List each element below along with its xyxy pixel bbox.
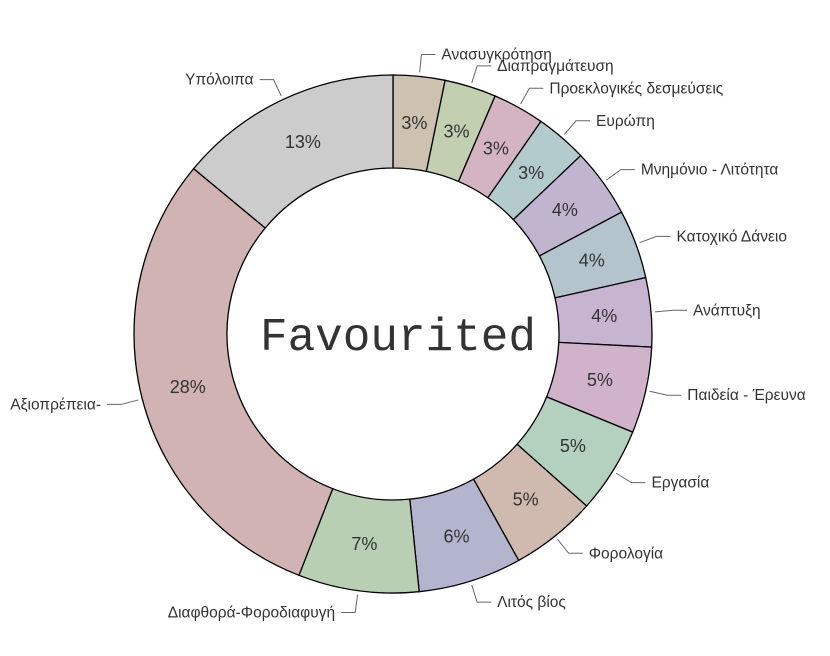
slice-percent-label: 13% [285,132,321,152]
slice-category-label: Διαπραγμάτευση [497,58,614,75]
slice-category-label: Μνημόνιο - Λιτότητα [641,162,779,179]
slice-percent-label: 6% [443,526,469,546]
slice-percent-label: 3% [483,139,509,159]
slice-category-label: Παιδεία - Έρευνα [687,387,805,404]
slice-percent-label: 3% [443,122,469,142]
leader-line [639,235,671,244]
leader-line [649,390,682,396]
slice-category-label: Κατοχικό Δάνειο [677,228,787,245]
slice-category-label: Διαφθορά-Φοροδιαφυγή [168,604,335,621]
leader-line [520,87,544,105]
leader-line [655,309,687,313]
leader-line [605,169,635,181]
leader-line [419,53,436,73]
slice-percent-label: 5% [513,489,539,509]
slice-percent-label: 3% [518,163,544,183]
leader-line [259,79,282,97]
slice-12 [133,167,334,577]
slice-category-label: Ανάπτυξη [693,302,761,319]
slice-category-label: Εργασία [652,475,710,492]
slices-layer [133,74,653,594]
leader-line [615,472,646,484]
slice-category-label: Λιτός βίος [497,594,566,611]
slice-percent-label: 28% [170,377,206,397]
leader-line [563,120,591,135]
leader-line [106,399,139,405]
slice-category-label: Υπόλοιπα [185,72,253,89]
slice-percent-label: 5% [560,436,586,456]
leader-line [341,594,359,613]
slice-category-label: Προεκλογικές δεσμεύσεις [549,80,723,97]
slice-percent-label: 4% [591,306,617,326]
slice-category-label: Ανασυγκρότηση [441,46,551,63]
slice-percent-label: 3% [401,113,427,133]
slice-percent-label: 5% [587,370,613,390]
slice-percent-label: 4% [552,200,578,220]
labels-layer: 3% Ανασυγκρότηση 3% Διαπραγμάτευση 3% Προεκλο… [10,46,805,621]
slice-category-label: Ευρώπη [596,113,655,130]
slice-percent-label: 7% [351,534,377,554]
slice-category-label: Φορολογία [589,545,663,562]
leader-line [471,65,492,84]
slice-percent-label: 4% [579,250,605,270]
leader-lines-layer [106,53,687,613]
slice-category-label: Αξιοπρέπεια- [10,396,101,413]
slice-13 [192,74,394,229]
center-title: Favourited [260,312,536,364]
leader-line [471,584,492,603]
leader-line [557,538,583,554]
